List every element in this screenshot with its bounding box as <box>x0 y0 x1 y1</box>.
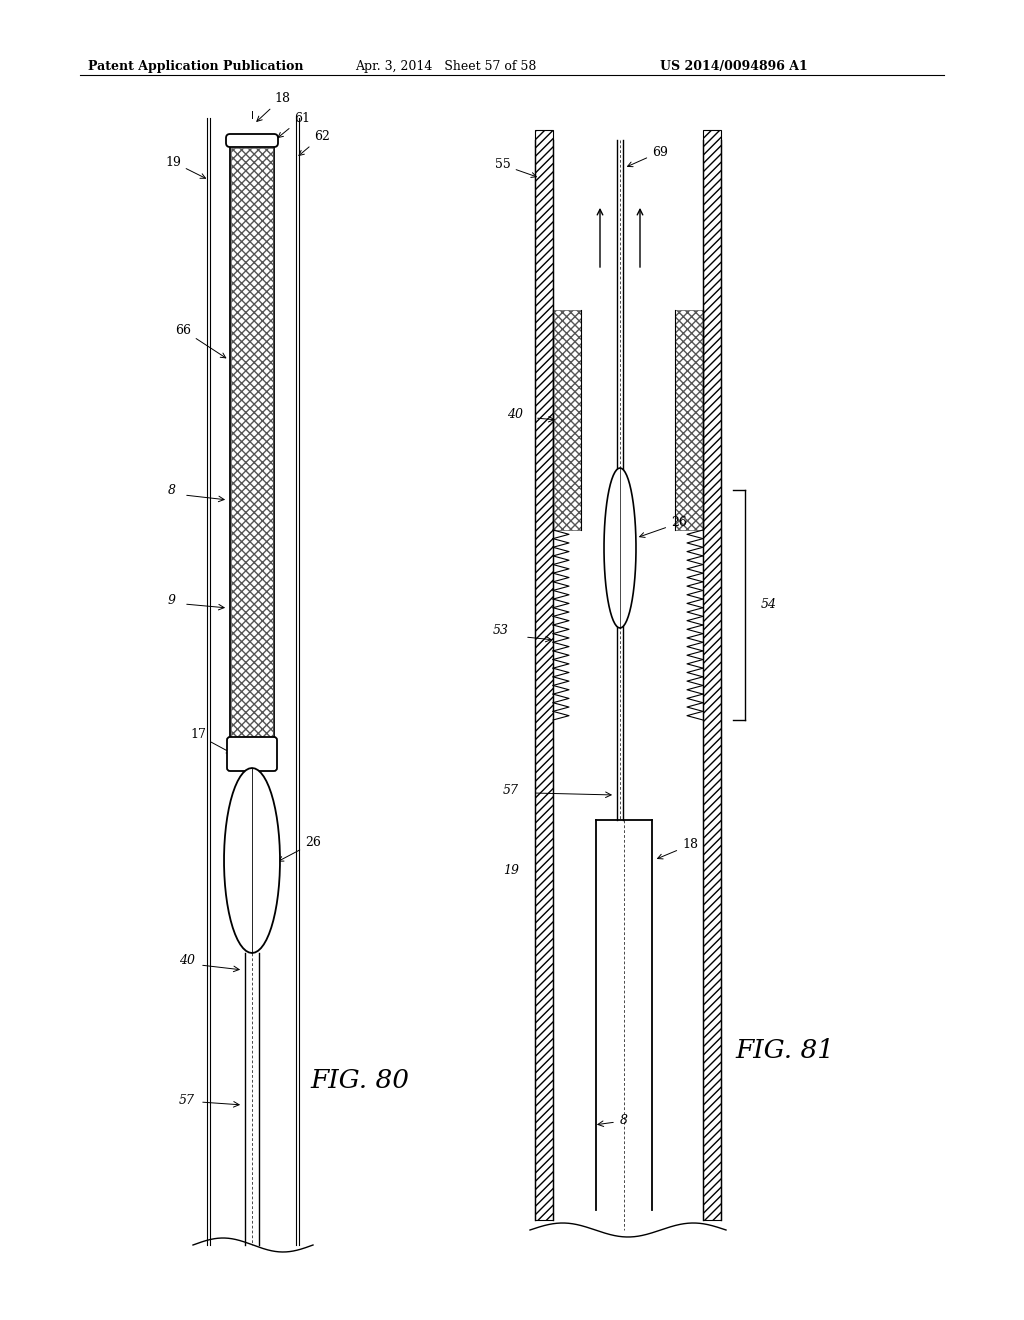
Text: 8: 8 <box>620 1114 628 1126</box>
Text: 55: 55 <box>495 158 537 177</box>
Text: 19: 19 <box>503 863 519 876</box>
Text: 40: 40 <box>179 953 195 966</box>
Text: 9: 9 <box>168 594 176 606</box>
Polygon shape <box>604 469 636 628</box>
Text: FIG. 80: FIG. 80 <box>310 1068 409 1093</box>
Text: 66: 66 <box>175 323 225 358</box>
Text: 61: 61 <box>278 111 310 137</box>
FancyBboxPatch shape <box>226 135 278 147</box>
Text: 18: 18 <box>657 838 698 859</box>
Bar <box>703 129 721 1220</box>
Text: 8: 8 <box>168 483 176 496</box>
Text: 26: 26 <box>640 516 687 537</box>
Text: 57: 57 <box>503 784 519 796</box>
Text: Apr. 3, 2014   Sheet 57 of 58: Apr. 3, 2014 Sheet 57 of 58 <box>355 59 537 73</box>
Bar <box>231 148 273 741</box>
Text: 53: 53 <box>493 623 509 636</box>
Text: 62: 62 <box>299 129 330 156</box>
Text: 40: 40 <box>507 408 523 421</box>
Text: 69: 69 <box>628 145 668 166</box>
Text: 17: 17 <box>190 729 231 754</box>
Bar <box>675 310 703 531</box>
Text: 19: 19 <box>165 156 206 178</box>
Text: FIG. 81: FIG. 81 <box>735 1038 834 1063</box>
Bar <box>535 129 553 1220</box>
Text: US 2014/0094896 A1: US 2014/0094896 A1 <box>660 59 808 73</box>
Text: 26: 26 <box>279 837 321 861</box>
Polygon shape <box>224 768 280 953</box>
Text: 54: 54 <box>761 598 777 611</box>
Text: 18: 18 <box>257 91 290 121</box>
Text: 57: 57 <box>179 1093 195 1106</box>
Text: Patent Application Publication: Patent Application Publication <box>88 59 303 73</box>
FancyBboxPatch shape <box>227 737 278 771</box>
Bar <box>553 310 581 531</box>
